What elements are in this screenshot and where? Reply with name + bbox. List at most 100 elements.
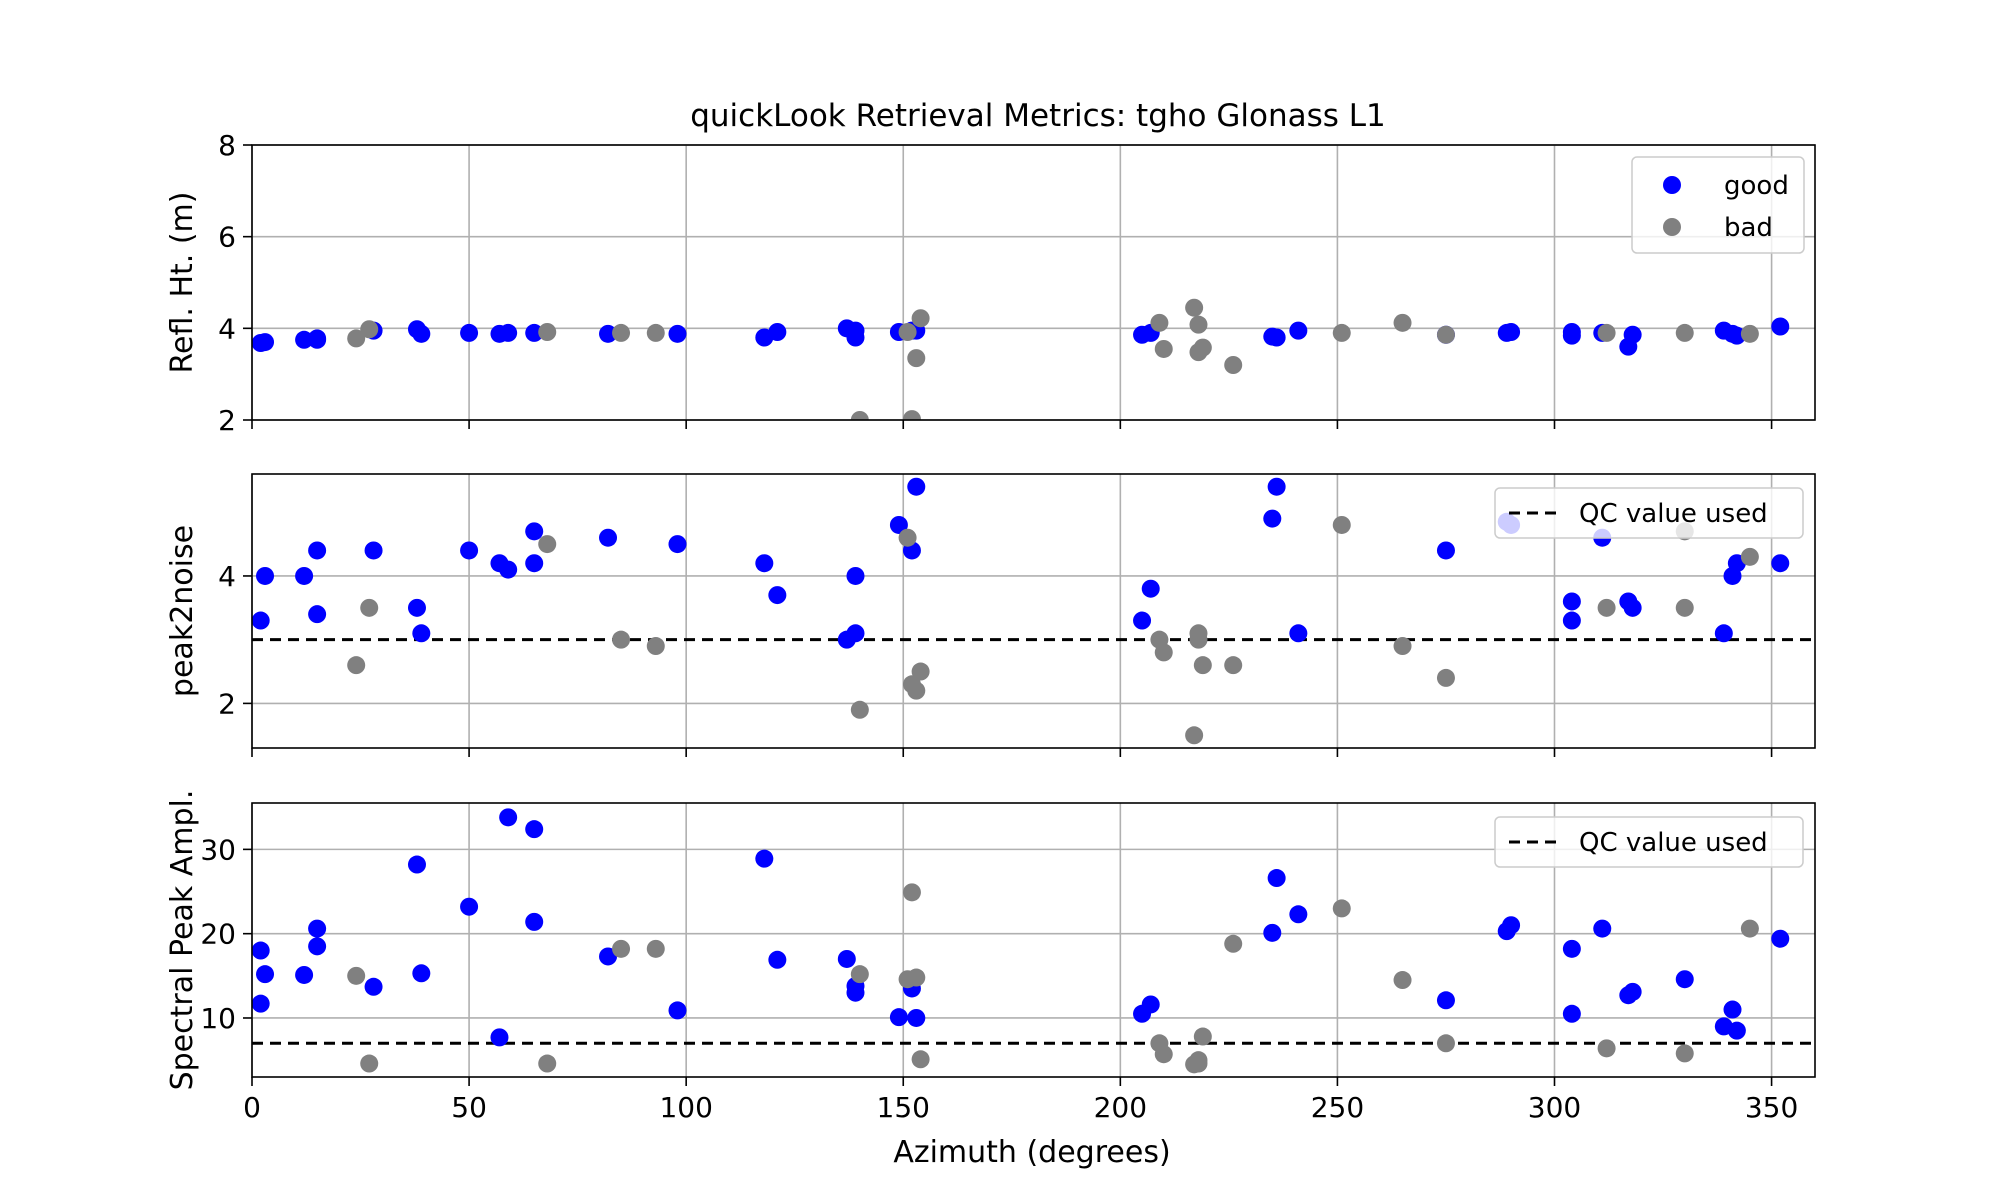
bad-point — [538, 323, 557, 341]
good-point — [1727, 1021, 1746, 1040]
bad-point — [646, 323, 665, 342]
legend-label: QC value used — [1579, 828, 1768, 858]
x-tick-label: 100 — [659, 1091, 712, 1124]
bad-point — [1597, 323, 1616, 342]
good-point — [256, 566, 275, 585]
good-point — [1562, 592, 1581, 611]
good-point — [407, 855, 426, 874]
bad-point — [612, 630, 631, 649]
good-point — [308, 919, 327, 938]
good-point — [256, 333, 275, 352]
bad-point — [1740, 919, 1759, 938]
good-point — [364, 977, 383, 996]
x-tick-label: 0 — [243, 1091, 261, 1124]
bad-point — [1675, 323, 1694, 342]
good-point — [668, 535, 687, 554]
bad-point — [1189, 315, 1208, 334]
good-point — [907, 1008, 926, 1027]
good-point — [499, 808, 518, 827]
good-point — [525, 912, 544, 931]
good-point — [889, 515, 908, 534]
good-point — [460, 541, 479, 560]
good-point — [525, 323, 544, 342]
bad-point — [1154, 339, 1173, 358]
bad-point — [907, 349, 926, 368]
bad-point — [1193, 338, 1212, 357]
axes-frame — [251, 144, 1816, 421]
y-tick-label: 2 — [218, 687, 236, 720]
legend-marker-good — [1663, 176, 1681, 194]
good-point — [252, 994, 270, 1013]
points-group — [252, 298, 1790, 420]
good-point — [1436, 991, 1455, 1010]
bad-point — [1332, 515, 1351, 534]
chart-title: quickLook Retrieval Metrics: tgho Glonas… — [690, 98, 1386, 134]
bad-point — [1185, 726, 1204, 745]
bad-point — [1185, 298, 1204, 317]
bad-point — [1675, 1044, 1694, 1063]
bad-point — [1675, 598, 1694, 617]
good-point — [412, 324, 431, 343]
good-point — [1771, 317, 1790, 336]
bad-point — [1154, 1045, 1173, 1064]
bad-point — [1436, 668, 1455, 687]
bad-point — [1189, 1051, 1208, 1070]
good-point — [889, 1008, 908, 1027]
bad-point — [1332, 323, 1351, 342]
bad-point — [1436, 1034, 1455, 1053]
bad-point — [1740, 324, 1759, 343]
good-point — [1771, 554, 1790, 573]
bad-point — [902, 883, 921, 902]
good-point — [1133, 611, 1152, 630]
bad-point — [1740, 547, 1759, 566]
bad-point — [1597, 1039, 1616, 1058]
good-point — [308, 605, 327, 624]
bad-point — [902, 410, 921, 420]
legend-label: QC value used — [1579, 499, 1768, 529]
bad-point — [538, 535, 557, 554]
good-point — [768, 586, 787, 605]
good-point — [412, 624, 431, 643]
points-group — [252, 808, 1790, 1074]
y-axis-label: Refl. Ht. (m) — [165, 192, 200, 374]
good-point — [308, 937, 327, 956]
good-point — [499, 323, 518, 342]
bad-point — [646, 637, 665, 656]
bad-point — [360, 1054, 379, 1073]
bad-point — [347, 329, 366, 348]
good-point — [308, 541, 327, 560]
good-point — [1723, 1000, 1742, 1019]
y-tick-label: 4 — [218, 312, 236, 345]
good-point — [1675, 970, 1694, 989]
good-point — [499, 560, 518, 579]
good-point — [1141, 579, 1160, 598]
bad-point — [538, 1054, 557, 1073]
bad-point — [907, 681, 926, 700]
good-point — [668, 324, 687, 343]
good-point — [295, 566, 314, 585]
bad-point — [1393, 971, 1412, 990]
y-tick-label: 30 — [200, 833, 236, 866]
good-point — [1623, 598, 1642, 617]
bad-point — [1393, 637, 1412, 656]
good-point — [837, 949, 856, 968]
good-point — [364, 541, 383, 560]
bad-point — [911, 662, 930, 681]
good-point — [599, 324, 618, 343]
bad-point — [850, 700, 869, 719]
good-point — [308, 330, 327, 349]
good-point — [1623, 325, 1642, 344]
axes-frame — [251, 802, 1816, 1078]
good-point — [295, 965, 314, 984]
y-tick-label: 2 — [218, 404, 236, 437]
good-point — [1623, 982, 1642, 1001]
good-point — [1562, 611, 1581, 630]
legend-box — [1494, 487, 1804, 539]
good-point — [1593, 919, 1612, 938]
bad-point — [1436, 325, 1455, 344]
good-point — [407, 598, 426, 617]
good-point — [1502, 323, 1521, 341]
good-point — [412, 964, 431, 983]
good-point — [846, 328, 865, 347]
